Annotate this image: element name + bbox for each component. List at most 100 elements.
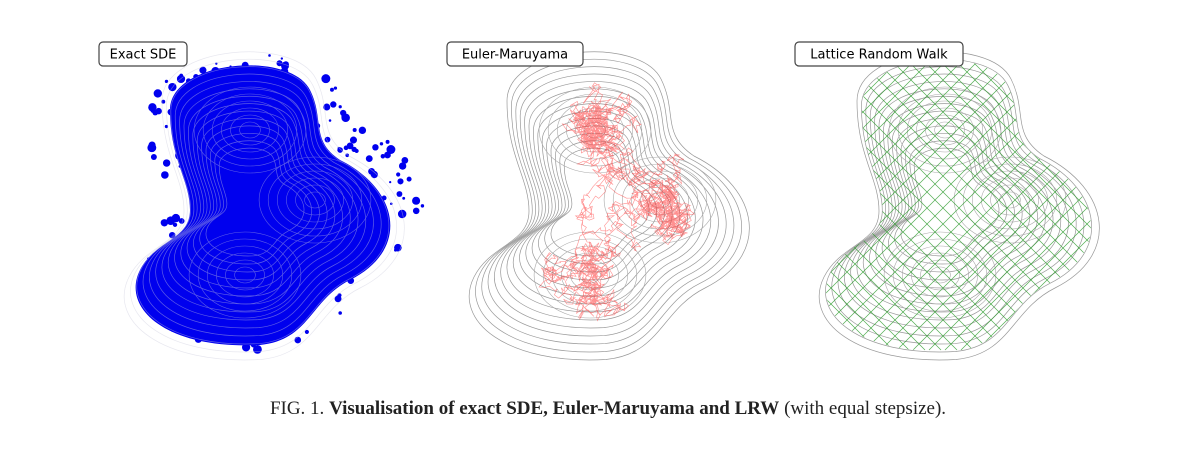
trajectory-speck [194,335,203,343]
trajectory-speck [294,336,302,344]
trajectory-speck [324,277,330,283]
trajectory-speck [298,132,303,137]
panel-euler-maruyama [469,52,749,360]
trajectory-speck [211,209,214,212]
trajectory-speck [242,149,246,153]
trajectory-speck [269,76,278,85]
trajectory-speck [290,231,295,236]
trajectory-speck [297,311,303,316]
trajectory-speck [146,300,156,309]
lattice-walk [449,50,1179,351]
lattice-edge [481,50,781,350]
trajectory-speck [181,327,185,331]
contour [838,74,1076,336]
lattice-edge [826,59,910,351]
contour [156,89,366,320]
trajectory-speck [163,248,169,253]
trajectory-speck [264,248,270,254]
lattice-edge [826,59,830,351]
trajectory-speck [241,343,251,352]
trajectory-speck [296,261,305,269]
trajectory-speck [420,204,425,208]
trajectory-speck [264,319,271,326]
contour [863,104,1045,304]
trajectory-speck [349,136,357,144]
trajectory-speck [324,251,328,256]
contour [482,67,734,344]
lattice-edge [1008,59,1091,351]
trajectory-speck [160,219,169,227]
trajectory-speck [233,191,241,200]
contour [999,191,1021,209]
trajectory-speck [396,172,401,177]
trajectory-speck [236,232,245,242]
trajectory-speck [219,222,227,231]
trajectory-speck [315,171,323,180]
trajectory-speck [243,203,252,212]
contour [124,52,404,360]
panel-labels: Exact SDE Euler-Maruyama Lattice Random … [98,41,964,67]
trajectory-speck [203,87,206,91]
contour [542,238,638,312]
lattice-edge [826,59,1091,351]
trajectory-speck [253,344,262,354]
trajectory-speck [304,329,309,334]
contour [882,126,1022,280]
trajectory-speck [336,251,342,257]
trajectory-speck [312,265,317,271]
lattice-edge [944,59,1091,351]
contour [925,114,965,146]
trajectory-speck [330,101,337,108]
trajectory-speck [244,334,254,344]
trajectory-speck [198,87,205,93]
lattice-edge [1105,50,1179,350]
trajectory-speck [379,228,384,234]
contour [469,52,749,360]
trajectory-speck [301,169,309,177]
contour [225,259,265,291]
contour [286,177,344,223]
lattice-edge [826,59,846,351]
contours [124,52,404,360]
lattice-edge [1088,59,1091,351]
trajectory-speck [182,104,187,109]
contour [819,52,1099,360]
lattice-edge [896,59,1091,351]
trajectory-speck [383,211,387,214]
lattice-edge [449,50,749,350]
trajectory-speck [389,180,392,184]
trajectory-speck [318,275,327,284]
trajectory-speck [385,139,390,144]
trajectory-speck [209,197,218,206]
lattice-edge [1121,50,1179,350]
lattice-edge [1072,59,1091,351]
trajectory-speck [172,222,178,227]
trajectory-speck [168,231,176,239]
trajectory-speck [211,66,220,76]
label-box [446,41,584,67]
trajectory-speck [247,236,250,240]
trajectory-speck [245,139,248,142]
trajectory-speck [295,257,301,263]
trajectory-speck [161,99,166,104]
trajectory-speck [147,257,151,261]
trajectory-speck [335,267,342,274]
trajectory-speck [219,68,226,74]
trajectory-speck [258,226,265,234]
trajectory-speck [206,228,210,232]
trajectory-speck [365,235,372,243]
lattice-edge [928,59,1091,351]
trajectory-speck [370,224,376,231]
contour [137,67,389,344]
trajectory-speck [298,306,301,309]
contour [825,59,1091,352]
trajectory-speck [258,241,264,246]
contour [202,93,298,167]
trajectory-speck [150,153,157,160]
trajectory-speck [253,201,261,208]
contour [143,74,381,336]
contour [475,59,741,352]
trajectory-speck [268,54,271,57]
lattice-edge [960,59,1091,351]
contour [197,238,293,312]
